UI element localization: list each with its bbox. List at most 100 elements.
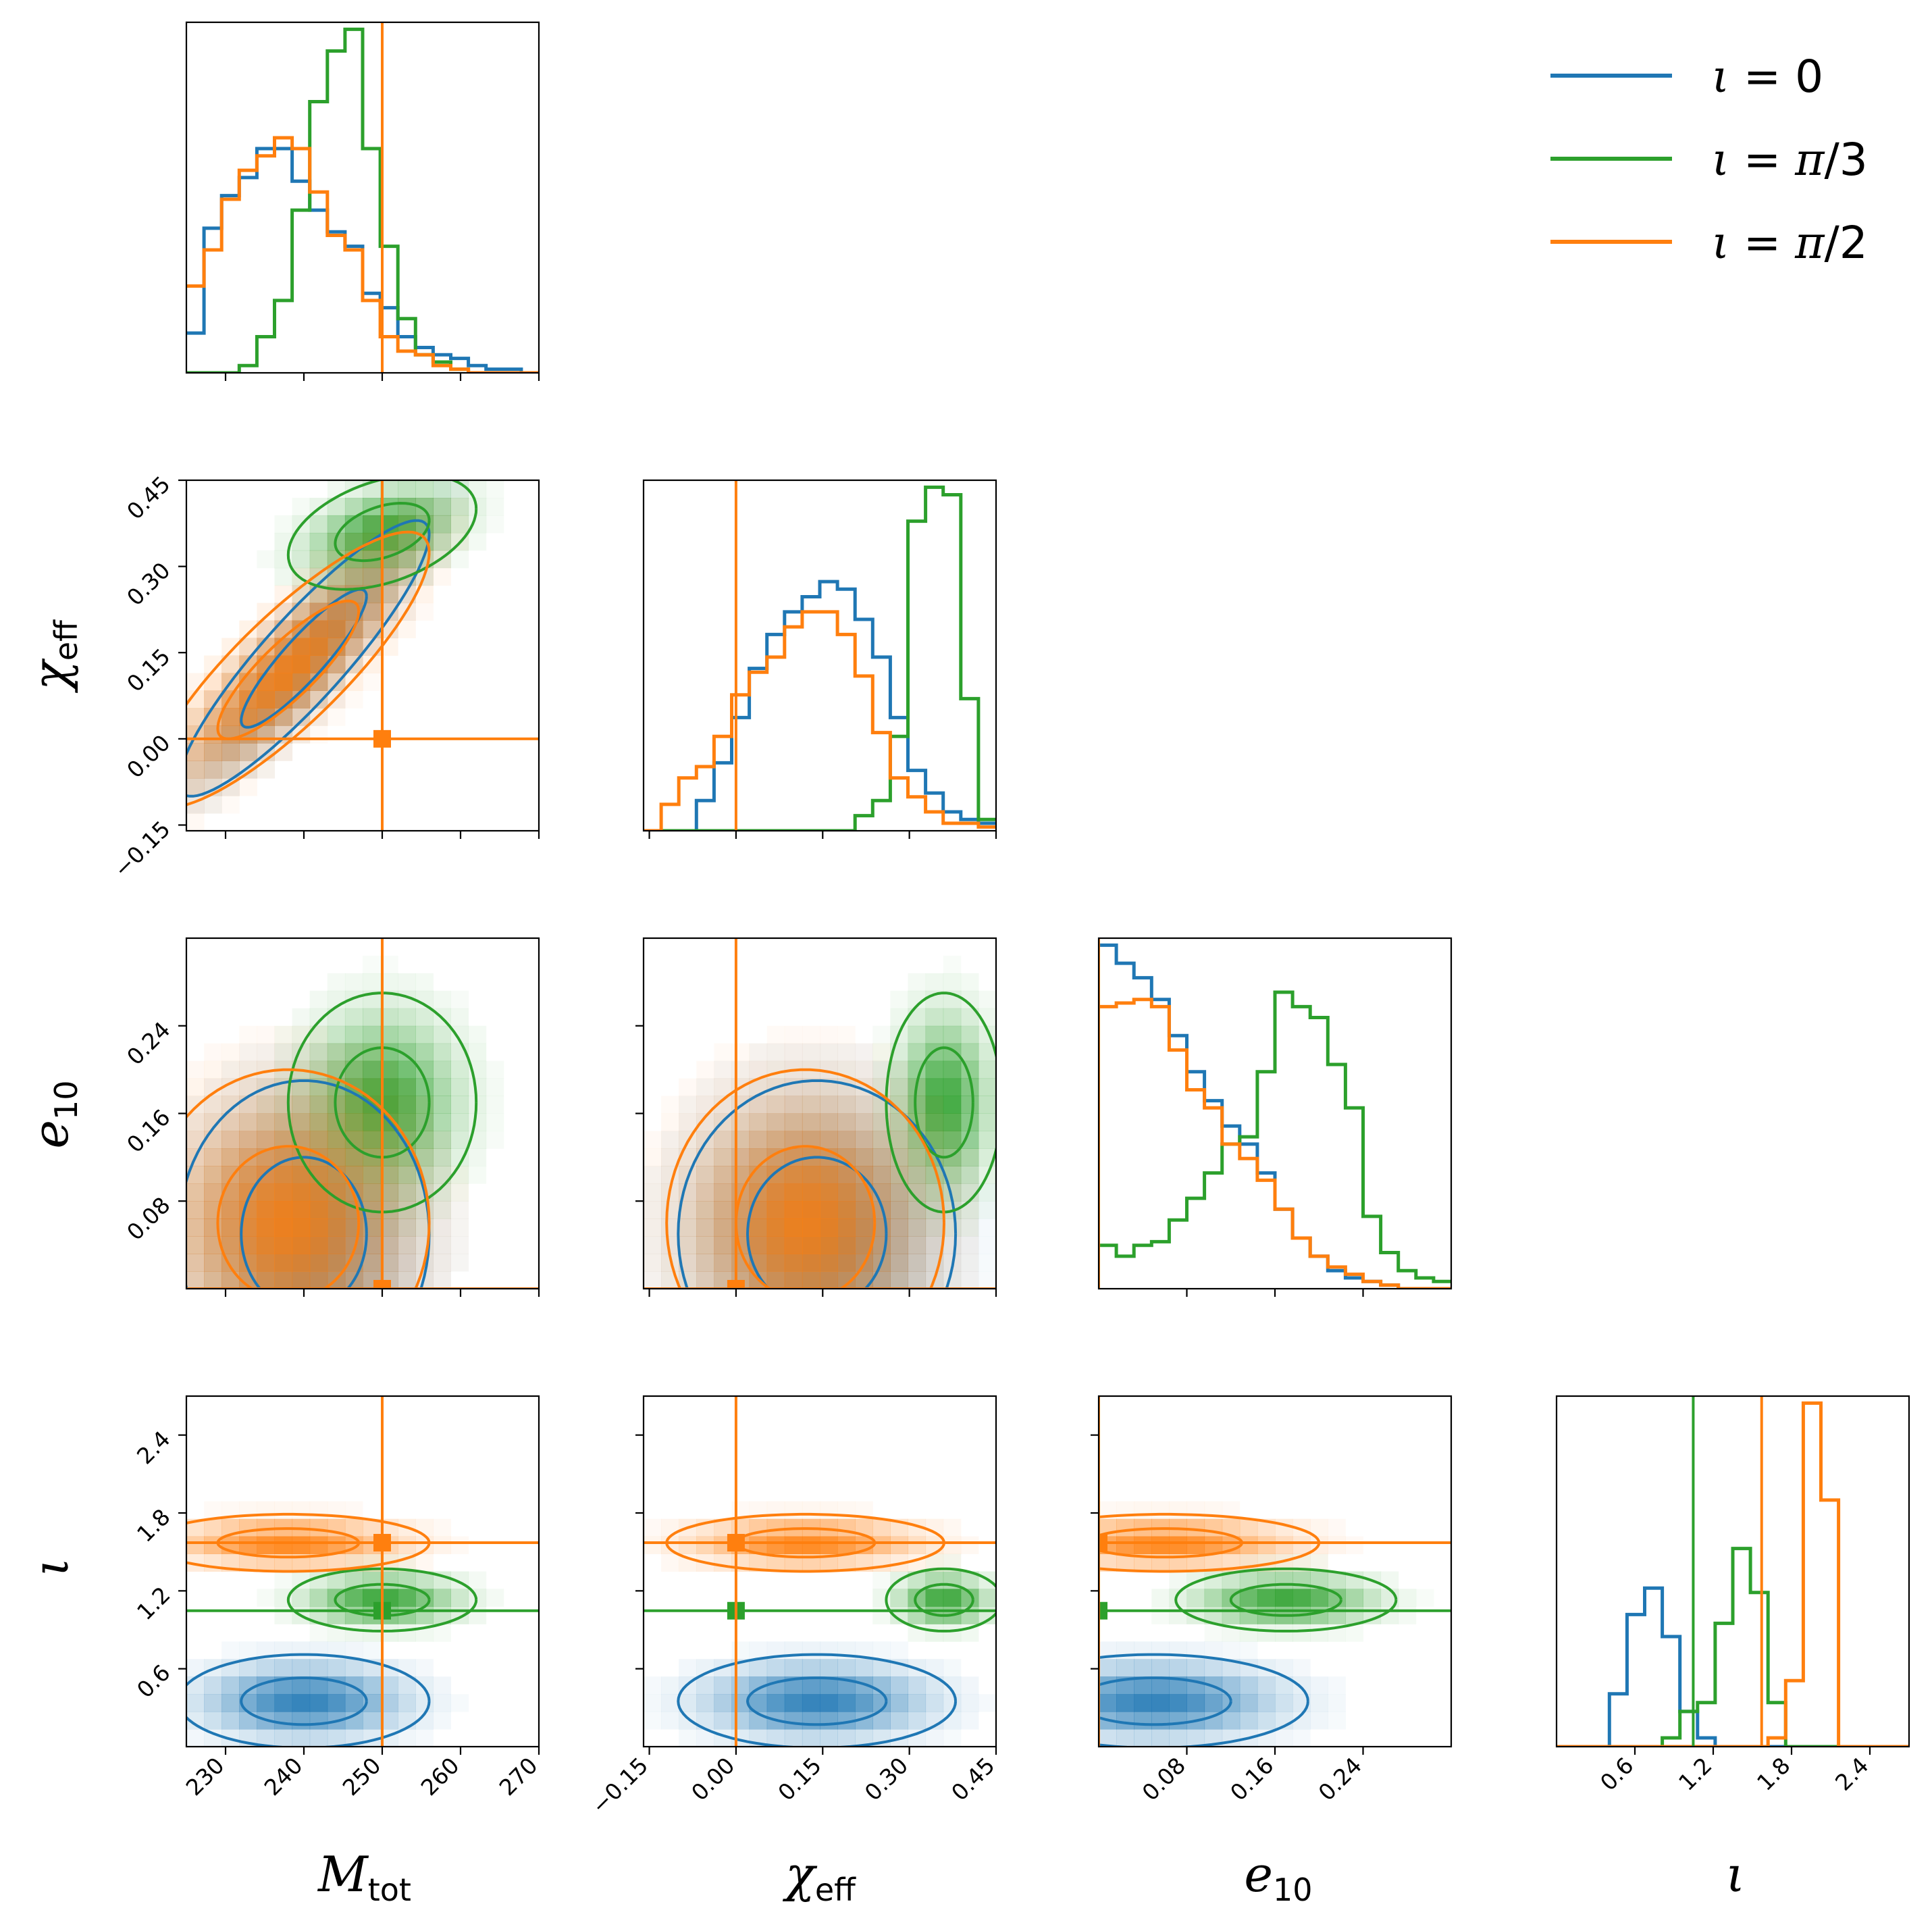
density-cell-2	[1116, 1518, 1134, 1537]
density-cell-1	[327, 1043, 346, 1062]
density-cell-1	[292, 1589, 311, 1607]
density-cell-0	[714, 1078, 732, 1096]
density-cell-2	[257, 1254, 275, 1272]
density-cell-0	[1169, 1729, 1187, 1747]
density-cell-2	[398, 1236, 416, 1254]
density-cell-1	[450, 498, 469, 516]
density-cell-0	[784, 1096, 803, 1114]
density-cell-1	[1398, 1589, 1417, 1607]
y-tick-label-iota-2: 1.8	[132, 1504, 176, 1547]
panel-frame	[642, 1395, 997, 1748]
density-cell-0	[1310, 1712, 1328, 1730]
density-cell-1	[433, 532, 451, 551]
density-cell-0	[855, 1096, 873, 1114]
density-cell-2	[309, 1536, 328, 1554]
density-cell-2	[433, 1236, 451, 1254]
density-cell-0	[239, 743, 257, 761]
density-cell-2	[292, 1183, 311, 1202]
density-cell-0	[960, 1236, 979, 1254]
density-cell-2	[908, 1148, 926, 1166]
density-cell-0	[890, 1271, 908, 1289]
contour-0-2	[186, 1653, 431, 1747]
x-tick-label-e-1: 0.16	[1225, 1752, 1279, 1806]
density-cell-2	[1345, 1536, 1363, 1554]
panel-frame	[185, 479, 540, 832]
density-cell-2	[257, 1043, 275, 1062]
density-cell-2	[274, 1025, 293, 1044]
density-cell-1	[398, 1218, 416, 1237]
density-cell-2	[766, 1183, 785, 1202]
contour-1-1	[334, 501, 431, 563]
density-cell-2	[766, 1096, 785, 1114]
density-cell-2	[925, 1218, 944, 1237]
density-cell-0	[433, 532, 451, 551]
density-cell-2	[837, 1201, 856, 1219]
density-cell-1	[468, 1043, 487, 1062]
contour-panel-M-chi: −0.15 0.00 0.15 0.30 0.45	[109, 471, 540, 883]
density-cell-1	[327, 567, 346, 586]
density-cell-0	[908, 1166, 926, 1184]
density-cell-2	[890, 1201, 908, 1219]
density-cell-2	[890, 1254, 908, 1272]
density-cell-2	[309, 725, 328, 744]
density-cell-0	[766, 1113, 785, 1131]
density-cell-2	[784, 1271, 803, 1289]
density-cell-1	[398, 480, 416, 498]
density-cell-2	[415, 532, 434, 551]
density-cell-2	[784, 1183, 803, 1202]
density-cell-2	[257, 1113, 275, 1131]
density-cell-0	[257, 1043, 275, 1062]
density-cell-0	[1204, 1659, 1223, 1677]
hist-step-1	[1557, 1547, 1909, 1747]
x-tick-label-chi-3: 0.30	[860, 1752, 914, 1806]
hist-step-2	[1557, 1401, 1909, 1747]
density-cell-1	[943, 1060, 962, 1079]
density-cell-2	[433, 532, 451, 551]
density-cell-0	[837, 1729, 856, 1747]
density-cell-2	[221, 1218, 240, 1237]
density-cell-2	[679, 1078, 697, 1096]
density-cell-0	[1257, 1712, 1276, 1730]
density-cell-0	[855, 1148, 873, 1166]
density-cell-1	[309, 1624, 328, 1642]
density-cell-0	[802, 1096, 820, 1114]
density-cell-2	[257, 1096, 275, 1114]
density-cell-0	[766, 1096, 785, 1114]
density-cell-2	[433, 1201, 451, 1219]
density-cell-2	[644, 1131, 662, 1149]
density-cell-0	[204, 1131, 222, 1149]
density-cell-2	[186, 673, 205, 691]
density-cell-1	[978, 990, 996, 1009]
density-cell-1	[433, 1201, 451, 1219]
density-cell-1	[1239, 1589, 1258, 1607]
density-cell-0	[327, 567, 346, 586]
contour-panel-chi-e	[635, 937, 997, 1297]
density-cell-2	[837, 1026, 856, 1044]
density-cell-1	[433, 1113, 451, 1131]
density-cell-1	[872, 1148, 891, 1166]
density-cell-2	[679, 1236, 697, 1254]
density-cell-1	[925, 1113, 944, 1131]
density-cell-2	[837, 1518, 856, 1537]
density-cell-2	[644, 1271, 662, 1289]
x-tick-label-iota-1: 1.2	[1673, 1752, 1717, 1796]
density-cell-0	[1151, 1641, 1170, 1660]
density-cell-2	[908, 1096, 926, 1114]
density-cell-0	[749, 1043, 768, 1062]
hist-step-1	[186, 27, 539, 373]
density-cell-2	[855, 1218, 873, 1237]
density-cell-0	[784, 1712, 803, 1730]
density-cell-0	[239, 1641, 257, 1660]
density-cell-0	[802, 1043, 820, 1062]
contour-1-1	[334, 1583, 431, 1617]
density-cell-0	[344, 567, 363, 586]
density-cell-0	[1310, 1676, 1328, 1695]
density-cell-0	[960, 1694, 979, 1712]
density-cell-2	[292, 655, 311, 673]
density-cell-0	[1222, 1641, 1241, 1660]
density-cell-2	[696, 1254, 714, 1272]
density-cell-2	[186, 1060, 205, 1079]
density-cell-0	[274, 1043, 293, 1062]
density-cell-1	[433, 1589, 451, 1607]
density-cell-0	[890, 1218, 908, 1237]
